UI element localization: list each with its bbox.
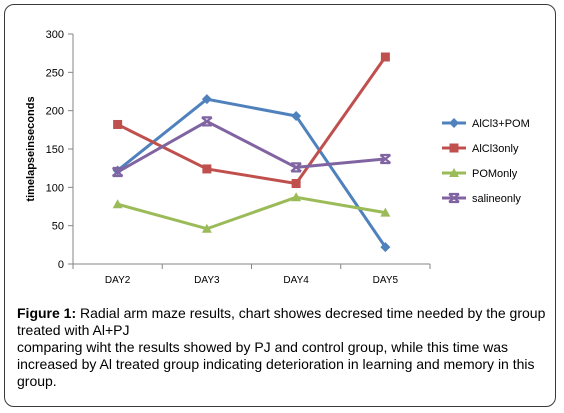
legend-item: POMonly: [442, 168, 518, 180]
legend-item: AlCl3only: [442, 143, 519, 155]
series-AlCl3+POM: [112, 94, 391, 253]
data-point: [201, 116, 213, 127]
data-point: [379, 153, 392, 165]
legend-marker: [448, 192, 460, 204]
y-axis-title: timelapseinseconds: [25, 96, 37, 201]
caption-text-continued: comparing wiht the results showed by PJ …: [17, 339, 535, 389]
data-point: [291, 111, 302, 122]
line-chart: 0 50 100 150 200 250 300 DAY2 DAY3 DAY4 DAY5 timela…: [25, 29, 530, 286]
series-line: [116, 56, 387, 185]
y-tick-label: 250: [46, 67, 64, 79]
y-tick-label: 100: [46, 182, 64, 194]
series-salineonly: [111, 116, 392, 178]
data-point: [380, 52, 390, 62]
series-POMonly: [112, 192, 391, 233]
y-tick-label: 300: [46, 29, 64, 41]
legend-item: salineonly: [442, 192, 521, 205]
legend-marker: [449, 143, 459, 153]
data-point: [111, 166, 124, 178]
legend-item: AlCl3+POM: [442, 118, 530, 130]
data-point: [113, 119, 123, 129]
y-tick-label: 50: [52, 221, 64, 233]
data-point: [201, 94, 212, 105]
x-tick-label: DAY4: [283, 275, 309, 286]
data-point: [290, 162, 302, 173]
caption-label: Figure 1:: [17, 305, 77, 321]
data-point: [380, 242, 391, 253]
data-point: [291, 192, 302, 202]
data-point: [112, 199, 123, 209]
data-point: [202, 164, 212, 174]
x-tick-label: DAY3: [194, 275, 220, 286]
series-line: [117, 195, 386, 231]
figure-caption: Figure 1: Radial arm maze results, chart…: [17, 305, 547, 390]
legend-marker: [449, 168, 459, 177]
data-point: [291, 179, 301, 188]
data-point: [201, 223, 212, 233]
x-tick-label: DAY2: [105, 275, 131, 286]
series-AlCl3only: [113, 52, 390, 188]
x-tick-label: DAY5: [373, 275, 399, 286]
legend-label: AlCl3only: [472, 143, 519, 155]
y-tick-label: 200: [46, 106, 64, 118]
y-tick-label: 150: [46, 144, 64, 156]
legend-label: AlCl3+POM: [472, 118, 530, 130]
chart-container: 0 50 100 150 200 250 300 DAY2 DAY3 DAY4 DAY5 timela…: [10, 12, 554, 292]
legend-marker: [449, 118, 459, 128]
legend-label: POMonly: [472, 168, 518, 180]
figure-frame: [4, 4, 556, 407]
series-line: [116, 97, 387, 248]
series-line: [116, 119, 386, 174]
caption-text: Radial arm maze results, chart showes de…: [17, 305, 546, 338]
data-point: [380, 207, 391, 217]
legend-label: salineonly: [472, 193, 521, 205]
y-tick-label: 0: [58, 259, 64, 271]
